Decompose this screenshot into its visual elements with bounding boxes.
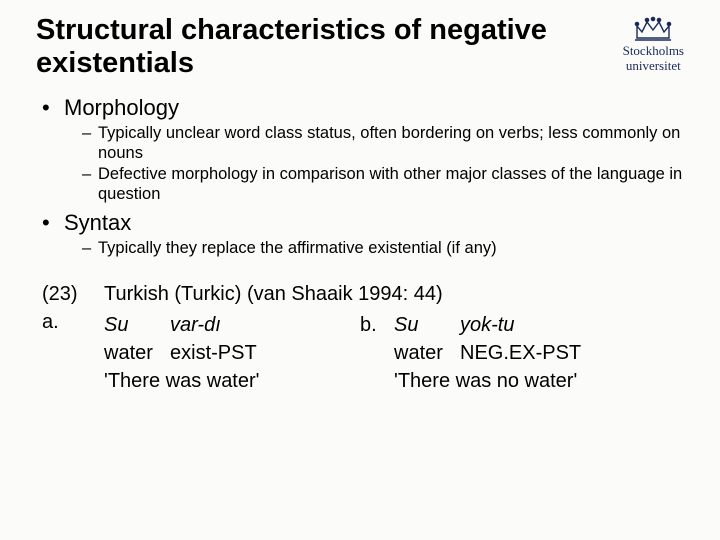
word: Su [104, 311, 156, 339]
word: yok-tu [460, 311, 514, 339]
logo-line2: universitet [623, 59, 684, 74]
sub-list: Typically they replace the affirmative e… [82, 238, 684, 258]
word: Su [394, 311, 446, 339]
example-block: (23) a. Turkish (Turkic) (van Shaaik 199… [42, 280, 684, 395]
gloss: water [394, 339, 446, 367]
example-pair: Su var-dı water exist-PST 'There was wat… [104, 311, 684, 395]
gloss: NEG.EX-PST [460, 339, 581, 367]
slide: Structural characteristics of negative e… [0, 0, 720, 415]
word: var-dı [170, 311, 221, 339]
example-a-label: a. [42, 308, 104, 336]
example-a: Su var-dı water exist-PST 'There was wat… [104, 311, 394, 395]
bullet-list: Morphology Typically unclear word class … [42, 95, 684, 259]
gloss-gloss: water exist-PST [104, 339, 394, 367]
header-row: Structural characteristics of negative e… [36, 14, 684, 81]
crown-icon [631, 16, 675, 42]
sub-item: Typically unclear word class status, oft… [82, 123, 684, 163]
example-b-label: b. [360, 311, 377, 339]
gloss: exist-PST [170, 339, 257, 367]
gloss: water [104, 339, 156, 367]
gloss-words: Su var-dı [104, 311, 394, 339]
bullet-syntax: Syntax Typically they replace the affirm… [42, 210, 684, 258]
example-body: Turkish (Turkic) (van Shaaik 1994: 44) S… [104, 280, 684, 395]
university-logo: Stockholms universitet [623, 14, 684, 74]
sub-item: Defective morphology in comparison with … [82, 164, 684, 204]
sub-item: Typically they replace the affirmative e… [82, 238, 684, 258]
bullet-label: Morphology [42, 95, 684, 121]
translation: 'There was water' [104, 367, 394, 395]
example-number: (23) [42, 280, 104, 308]
translation: 'There was no water' [394, 367, 684, 395]
logo-line1: Stockholms [623, 44, 684, 59]
slide-title: Structural characteristics of negative e… [36, 14, 556, 81]
gloss-words: Su yok-tu [394, 311, 684, 339]
bullet-label: Syntax [42, 210, 684, 236]
sub-list: Typically unclear word class status, oft… [82, 123, 684, 205]
example-b: b. Su yok-tu water NEG.EX-PST 'There was… [394, 311, 684, 395]
example-label: (23) a. [42, 280, 104, 395]
gloss-gloss: water NEG.EX-PST [394, 339, 684, 367]
example-source: Turkish (Turkic) (van Shaaik 1994: 44) [104, 280, 684, 308]
bullet-morphology: Morphology Typically unclear word class … [42, 95, 684, 205]
